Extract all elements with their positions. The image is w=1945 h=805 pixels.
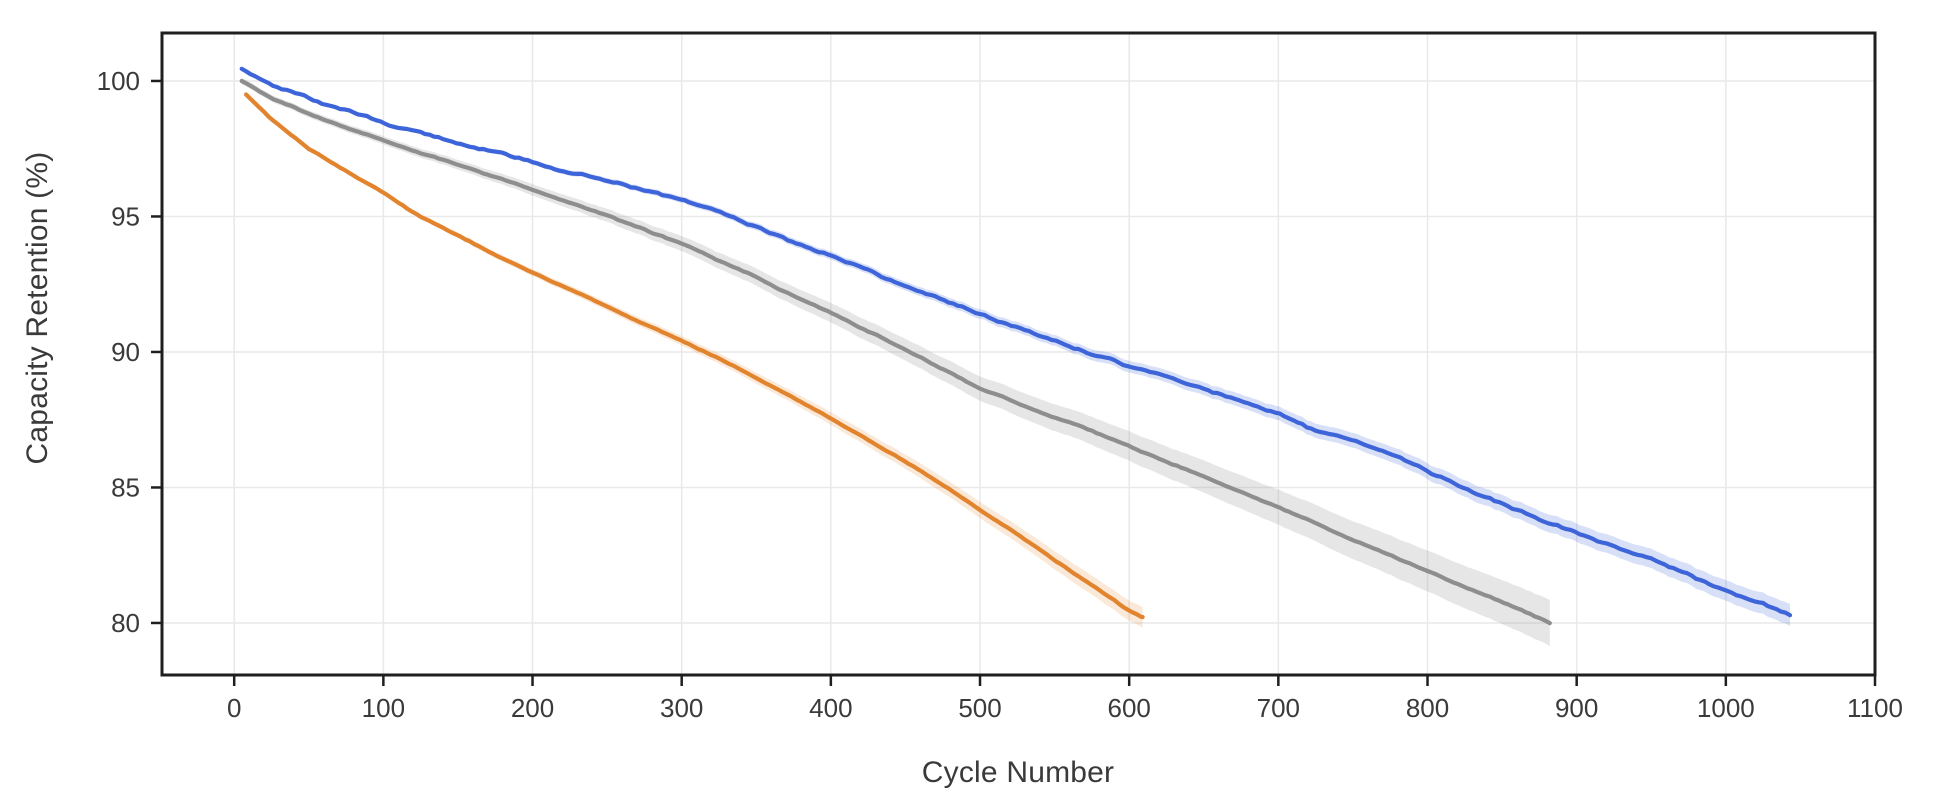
tick-marks (151, 79, 1877, 686)
series-1-fast-fade-line (244, 92, 1145, 620)
series-3-slow-fade-line (239, 66, 1793, 618)
y-tick-label: 95 (111, 201, 140, 231)
x-tick-label: 800 (1406, 693, 1449, 723)
x-tick-label: 200 (511, 693, 554, 723)
x-tick-label: 0 (227, 693, 241, 723)
x-tick-label: 1000 (1697, 693, 1755, 723)
y-tick-label: 85 (111, 472, 140, 502)
y-axis-label: Capacity Retention (%) (21, 151, 54, 465)
y-tick-label: 80 (111, 608, 140, 638)
x-tick-label: 100 (362, 693, 405, 723)
x-tick-label: 400 (809, 693, 852, 723)
series-3-slow-fade-band (241, 67, 1791, 627)
y-tick-label: 90 (111, 337, 140, 367)
x-tick-label: 600 (1107, 693, 1150, 723)
series-2-mid-fade-band (241, 77, 1550, 647)
x-tick-label: 900 (1555, 693, 1598, 723)
series-2-mid-fade-line (239, 78, 1552, 626)
y-tick-label: 100 (97, 66, 140, 96)
plot-spines (160, 31, 1877, 677)
series-1-fast-fade-band (246, 92, 1143, 628)
x-tick-label: 300 (660, 693, 703, 723)
gridlines (162, 33, 1876, 675)
x-tick-label: 1100 (1847, 693, 1903, 723)
x-tick-label: 500 (958, 693, 1001, 723)
x-axis-label: Cycle Number (921, 756, 1115, 789)
x-tick-label: 700 (1257, 693, 1300, 723)
